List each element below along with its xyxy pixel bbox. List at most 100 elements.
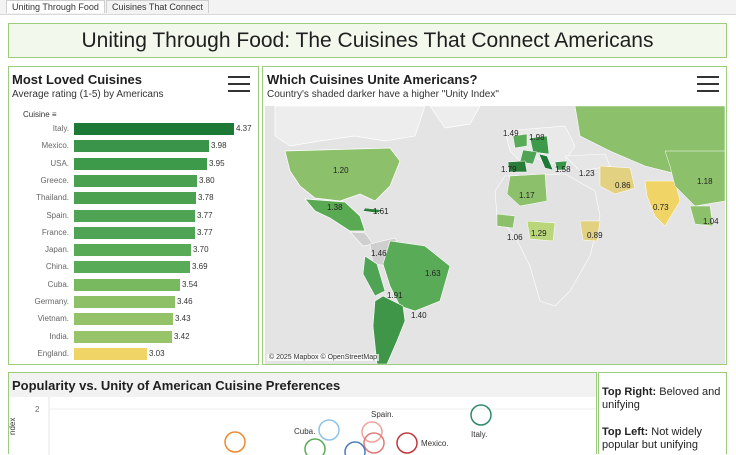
bar-category-label: Greece.	[40, 175, 69, 185]
note-top-left-text: Not widely popular but unifying	[602, 426, 703, 451]
country-germany[interactable]	[529, 135, 550, 155]
note-top-left: Top Left: Not widely popular but unifyin…	[602, 426, 724, 452]
country-spain[interactable]	[507, 160, 528, 173]
country-iran[interactable]	[599, 165, 636, 195]
country-greece[interactable]	[554, 160, 568, 171]
most-loved-panel: Most Loved Cuisines Average rating (1-5)…	[8, 66, 259, 365]
map-label: 1.61	[373, 207, 389, 216]
bar[interactable]	[74, 123, 234, 135]
bar-value-label: 3.03	[149, 348, 165, 358]
map-label: 1.98	[529, 133, 545, 142]
note-top-right-heading: Top Right:	[602, 386, 657, 398]
map-label: 1.23	[579, 169, 595, 178]
scatter-point-label: Spain.	[371, 410, 394, 419]
scatter-point[interactable]	[224, 431, 246, 453]
bar[interactable]	[74, 261, 190, 274]
world-map-svg[interactable]: 1.20 1.38 1.61 1.46 1.63 1.91 1.40 1.79 …	[265, 106, 725, 364]
bar[interactable]	[74, 226, 195, 239]
sort-icon[interactable]: ≡	[51, 110, 57, 119]
bar-category-label: USA.	[50, 158, 69, 168]
bar-value-label: 3.95	[209, 158, 225, 168]
country-cuba[interactable]	[362, 207, 384, 214]
map-label: 0.86	[615, 181, 631, 190]
bar-value-label: 3.77	[197, 227, 213, 237]
country-thailand[interactable]	[689, 205, 714, 227]
bar-value-label: 3.78	[198, 193, 214, 203]
bar[interactable]	[74, 192, 196, 205]
bar-value-label: 3.77	[197, 210, 213, 220]
country-peru[interactable]	[362, 255, 386, 297]
bar[interactable]	[74, 313, 173, 326]
bar-category-label: Germany.	[34, 297, 69, 306]
bar-value-label: 3.70	[193, 245, 209, 255]
map-label: 1.38	[327, 203, 343, 212]
map-label: 1.49	[503, 129, 519, 138]
note-top-right-text: Beloved and unifying	[602, 386, 721, 411]
map-label: 0.89	[587, 231, 603, 240]
scatter-point-label: Italy.	[471, 430, 487, 439]
scatter-point[interactable]	[344, 441, 366, 455]
map-label: 1.06	[507, 233, 523, 242]
bar-category-label: Cuba.	[47, 279, 69, 289]
tab-bar: Uniting Through Food Cuisines That Conne…	[0, 0, 736, 15]
cuisine-header-label: Cuisine	[23, 110, 50, 119]
tab-uniting-through-food[interactable]: Uniting Through Food	[6, 0, 105, 13]
bar[interactable]	[74, 244, 191, 257]
quadrant-notes-panel: Top Right: Beloved and unifying Top Left…	[598, 372, 727, 454]
hamburger-menu-icon[interactable]	[697, 76, 719, 92]
map-label: 1.18	[697, 177, 713, 186]
tab-cuisines-that-connect[interactable]: Cuisines That Connect	[106, 0, 209, 13]
cuisine-column-header[interactable]: Cuisine ≡	[23, 110, 57, 119]
country-nigeria[interactable]	[526, 220, 556, 242]
note-top-right: Top Right: Beloved and unifying	[602, 386, 724, 412]
bar[interactable]	[74, 157, 207, 170]
country-usa[interactable]	[284, 147, 401, 202]
map-label: 1.79	[501, 165, 517, 174]
bar-value-label: 3.69	[192, 262, 208, 272]
map-label: 1.91	[387, 291, 403, 300]
bar-category-label: England.	[37, 348, 69, 358]
map-label: 1.17	[519, 191, 535, 200]
scatter-point[interactable]	[304, 438, 326, 455]
bar-category-label: Italy.	[52, 124, 69, 133]
map-credit[interactable]: © 2025 Mapbox © OpenStreetMap	[267, 354, 379, 361]
bar-category-label: India.	[49, 331, 69, 341]
scatter-point[interactable]	[361, 421, 383, 443]
map-label: 1.63	[425, 269, 441, 278]
bar-category-label: Spain.	[46, 210, 69, 220]
country-senegal[interactable]	[496, 213, 516, 229]
country-argentina[interactable]	[372, 295, 406, 364]
scatter-point[interactable]	[363, 432, 385, 454]
map-label: 1.46	[371, 249, 387, 258]
bar[interactable]	[74, 174, 197, 187]
scatter-point[interactable]	[396, 432, 418, 454]
country-france[interactable]	[519, 149, 538, 165]
country-ethiopia[interactable]	[579, 220, 601, 242]
scatter-point-label: Mexico.	[421, 439, 449, 448]
scatter-plot[interactable]: Spain. Italy. Cuba. Mexico.	[9, 397, 596, 455]
bar[interactable]	[74, 278, 180, 291]
country-mexico[interactable]	[304, 198, 366, 232]
scatter-y-tick: 2	[35, 405, 40, 414]
scatter-point[interactable]	[470, 404, 492, 426]
bar[interactable]	[74, 330, 172, 343]
world-map[interactable]: 1.20 1.38 1.61 1.46 1.63 1.91 1.40 1.79 …	[265, 106, 725, 364]
bar[interactable]	[74, 140, 209, 153]
bar[interactable]	[74, 347, 147, 360]
country-brazil[interactable]	[382, 240, 451, 312]
bar[interactable]	[74, 209, 195, 222]
hamburger-menu-icon[interactable]	[228, 76, 250, 92]
scatter-panel: Popularity vs. Unity of American Cuisine…	[8, 372, 597, 455]
most-loved-subtitle: Average rating (1-5) by Americans	[12, 89, 164, 100]
bar-category-label: Vietnam.	[37, 314, 69, 324]
map-label: 0.73	[653, 203, 669, 212]
map-label: 1.20	[333, 166, 349, 175]
map-label: 1.04	[703, 217, 719, 226]
scatter-point[interactable]	[318, 419, 340, 441]
country-italy[interactable]	[538, 153, 554, 171]
bar-category-label: Thailand.	[36, 193, 69, 203]
country-algeria[interactable]	[506, 173, 548, 207]
bar[interactable]	[74, 296, 175, 308]
country-england[interactable]	[512, 133, 528, 149]
scatter-title: Popularity vs. Unity of American Cuisine…	[12, 378, 341, 393]
